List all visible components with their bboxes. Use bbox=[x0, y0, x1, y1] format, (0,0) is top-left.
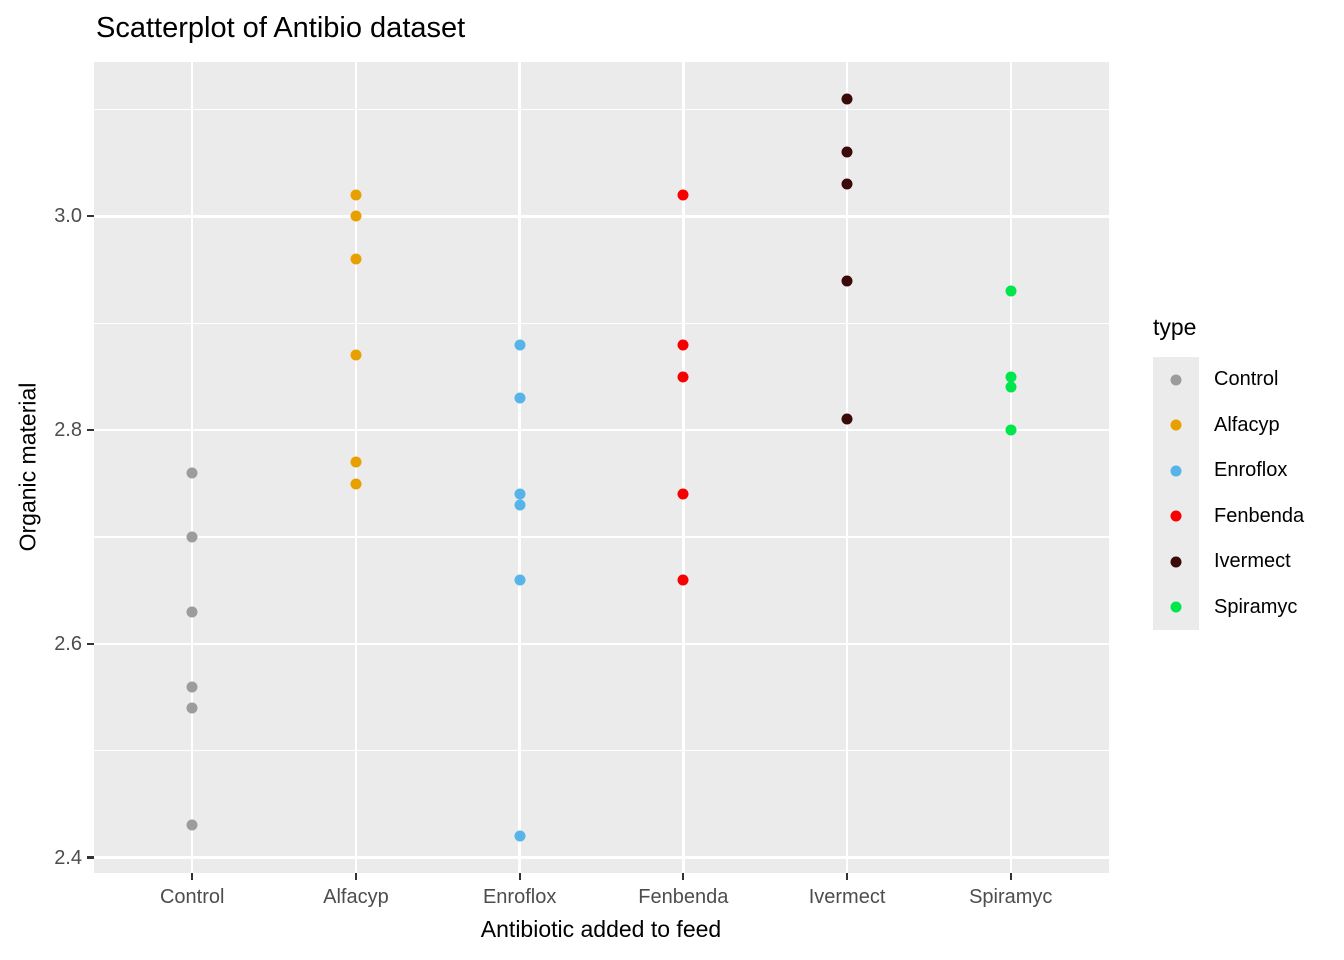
legend-entry: Ivermect bbox=[1153, 539, 1304, 585]
legend-title: type bbox=[1153, 314, 1197, 340]
gridline-vertical bbox=[845, 62, 849, 873]
legend-key bbox=[1153, 357, 1199, 403]
legend-entry: Fenbenda bbox=[1153, 493, 1305, 539]
legend-label: Control bbox=[1214, 368, 1279, 391]
gridline-vertical bbox=[518, 62, 521, 873]
gridline-major bbox=[94, 642, 1109, 646]
legend-entry: Enroflox bbox=[1153, 448, 1304, 494]
data-point bbox=[514, 574, 526, 586]
legend-key bbox=[1153, 584, 1199, 630]
data-point bbox=[514, 392, 526, 404]
data-point bbox=[350, 210, 362, 222]
data-point bbox=[841, 275, 853, 286]
data-point bbox=[841, 93, 853, 105]
x-tick-label: Spiramyc bbox=[969, 886, 1053, 908]
data-point bbox=[186, 531, 198, 543]
gridline-major bbox=[94, 215, 1109, 218]
data-point bbox=[514, 830, 526, 842]
data-point bbox=[1005, 371, 1017, 383]
data-point bbox=[186, 681, 198, 693]
data-point bbox=[677, 189, 689, 201]
data-point bbox=[186, 702, 198, 714]
x-tick-mark bbox=[682, 873, 685, 880]
x-tick-label: Control bbox=[159, 886, 225, 908]
legend-key bbox=[1153, 493, 1199, 539]
spiramyc-legend-point-icon bbox=[1170, 601, 1182, 613]
x-tick-label: Fenbenda bbox=[638, 886, 729, 908]
data-point bbox=[677, 574, 689, 586]
legend-label: Alfacyp bbox=[1214, 413, 1280, 436]
y-axis-title: Organic material bbox=[14, 382, 41, 552]
control-legend-point-icon bbox=[1170, 374, 1182, 386]
legend-key bbox=[1153, 448, 1199, 494]
gridline-vertical bbox=[682, 62, 685, 873]
legend-entry: Alfacyp bbox=[1153, 402, 1304, 448]
data-point bbox=[350, 456, 362, 468]
data-point bbox=[841, 146, 853, 158]
x-tick-mark bbox=[191, 873, 194, 880]
gridline-minor bbox=[94, 108, 1109, 111]
data-point bbox=[186, 467, 198, 479]
gridline-minor bbox=[94, 750, 1109, 752]
data-point bbox=[186, 819, 198, 831]
gridline-major bbox=[94, 856, 1109, 859]
y-tick-label: 2.4 bbox=[54, 846, 82, 869]
y-tick-label: 3.0 bbox=[54, 205, 82, 228]
alfacyp-legend-point-icon bbox=[1170, 419, 1182, 431]
legend-label: Enroflox bbox=[1214, 459, 1288, 482]
legend-label: Spiramyc bbox=[1214, 595, 1298, 618]
x-tick-mark bbox=[845, 873, 849, 880]
gridline-major bbox=[94, 428, 1109, 432]
data-point bbox=[350, 349, 362, 361]
data-point bbox=[677, 488, 689, 500]
legend: type Control Alfacyp Enroflox Fenbenda Iverm… bbox=[1153, 314, 1304, 630]
x-tick-label: Enroflox bbox=[482, 886, 557, 908]
data-point bbox=[1005, 285, 1017, 297]
x-tick-mark bbox=[518, 873, 521, 880]
legend-entry: Spiramyc bbox=[1153, 584, 1304, 630]
ivermect-legend-point-icon bbox=[1170, 556, 1182, 568]
data-point bbox=[350, 189, 362, 201]
data-point bbox=[514, 339, 526, 351]
data-point bbox=[186, 606, 198, 618]
gridline-minor bbox=[94, 322, 1109, 324]
y-tick-label: 2.6 bbox=[54, 632, 82, 655]
legend-key bbox=[1153, 402, 1199, 448]
data-point bbox=[841, 413, 853, 425]
y-tick-mark bbox=[87, 215, 94, 218]
legend-entries: Control Alfacyp Enroflox Fenbenda Ivermect Sp… bbox=[1153, 357, 1304, 630]
x-tick-mark bbox=[1009, 873, 1012, 880]
y-tick-mark bbox=[87, 429, 94, 432]
x-tick-label: Alfacyp bbox=[323, 886, 389, 908]
plot-panel bbox=[94, 62, 1109, 873]
x-tick-mark bbox=[354, 873, 358, 880]
fenbenda-legend-point-icon bbox=[1170, 510, 1182, 522]
data-point bbox=[350, 478, 362, 490]
legend-entry: Control bbox=[1153, 357, 1304, 403]
enroflox-legend-point-icon bbox=[1170, 465, 1182, 477]
data-point bbox=[677, 371, 689, 383]
y-tick-label: 2.8 bbox=[54, 419, 82, 442]
legend-key bbox=[1153, 539, 1199, 585]
data-point bbox=[1005, 381, 1017, 393]
legend-label: Ivermect bbox=[1214, 550, 1291, 573]
data-point bbox=[514, 488, 526, 500]
data-point bbox=[677, 339, 689, 351]
legend-label: Fenbenda bbox=[1214, 504, 1305, 527]
gridline-vertical bbox=[1009, 62, 1013, 873]
data-point bbox=[514, 499, 526, 511]
data-point bbox=[350, 253, 362, 265]
x-axis-title: Antibiotic added to feed bbox=[480, 916, 722, 942]
plot-title: Scatterplot of Antibio dataset bbox=[96, 12, 466, 44]
x-tick-label: Ivermect bbox=[808, 886, 886, 908]
y-tick-mark bbox=[87, 856, 94, 859]
gridline-minor bbox=[94, 536, 1109, 538]
data-point bbox=[1005, 424, 1017, 436]
data-point bbox=[841, 178, 853, 190]
y-tick-mark bbox=[87, 642, 94, 645]
